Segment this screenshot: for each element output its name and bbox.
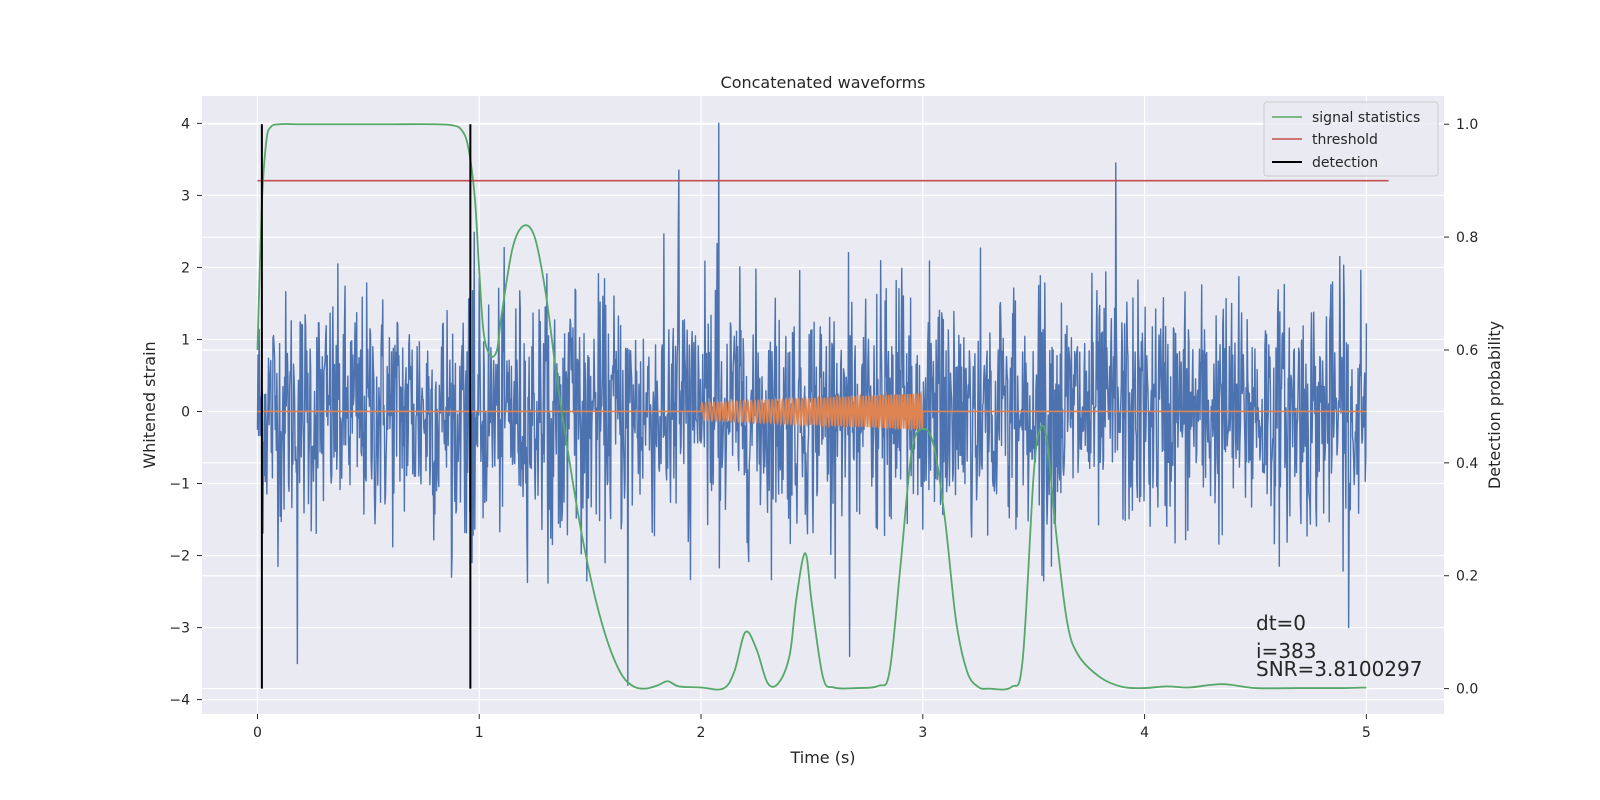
x-tick-label: 3 [918,725,927,741]
y2-tick-label: 1.0 [1456,117,1478,133]
legend-box [1263,101,1439,177]
y2-tick-label: 0.2 [1456,569,1478,585]
y-tick-label: −4 [169,693,190,709]
y-tick-label: 1 [181,332,190,348]
annotation-snr: SNR=3.8100297 [1256,657,1422,681]
y2-axis-label: Detection probability [1485,321,1504,489]
annotation-dt: dt=0 [1256,611,1306,635]
y2-tick-label: 0.6 [1456,343,1478,359]
y-tick-label: 2 [181,260,190,276]
y-tick-label: 0 [181,404,190,420]
y-tick-label: −2 [169,549,190,565]
chart-title: Concatenated waveforms [721,73,926,92]
y-tick-label: −1 [169,477,190,493]
y2-tick-label: 0.4 [1456,456,1478,472]
y-tick-label: −3 [169,621,190,637]
ticks-layer: 0 1 2 3 4 5 −4 −3 −2 −1 0 1 2 3 4 0.0 0.2 0.4 0.6 0.8 1.0 [169,116,1478,741]
legend-label-threshold: threshold [1312,132,1378,148]
y2-tick-label: 0.8 [1456,230,1478,246]
x-tick-label: 5 [1362,725,1371,741]
signal-statistics-line [256,123,1367,691]
legend-label-detection: detection [1312,155,1378,171]
strain-noise-line [256,122,1368,686]
x-tick-label: 0 [253,725,262,741]
x-tick-label: 2 [697,725,706,741]
x-tick-label: 1 [475,725,484,741]
legend-label-signal-statistics: signal statistics [1312,110,1420,126]
x-axis-label: Time (s) [789,748,855,767]
y2-tick-label: 0.0 [1456,682,1478,698]
y-tick-label: 3 [181,188,190,204]
x-tick-label: 4 [1140,725,1149,741]
legend: signal statistics threshold detection [1263,101,1439,177]
y-axis-label: Whitened strain [140,341,159,468]
waveform-chirp-line [257,390,1367,432]
series-layer [256,122,1389,691]
y-tick-label: 4 [181,116,190,132]
annotation-index: i=383 [1256,639,1317,663]
